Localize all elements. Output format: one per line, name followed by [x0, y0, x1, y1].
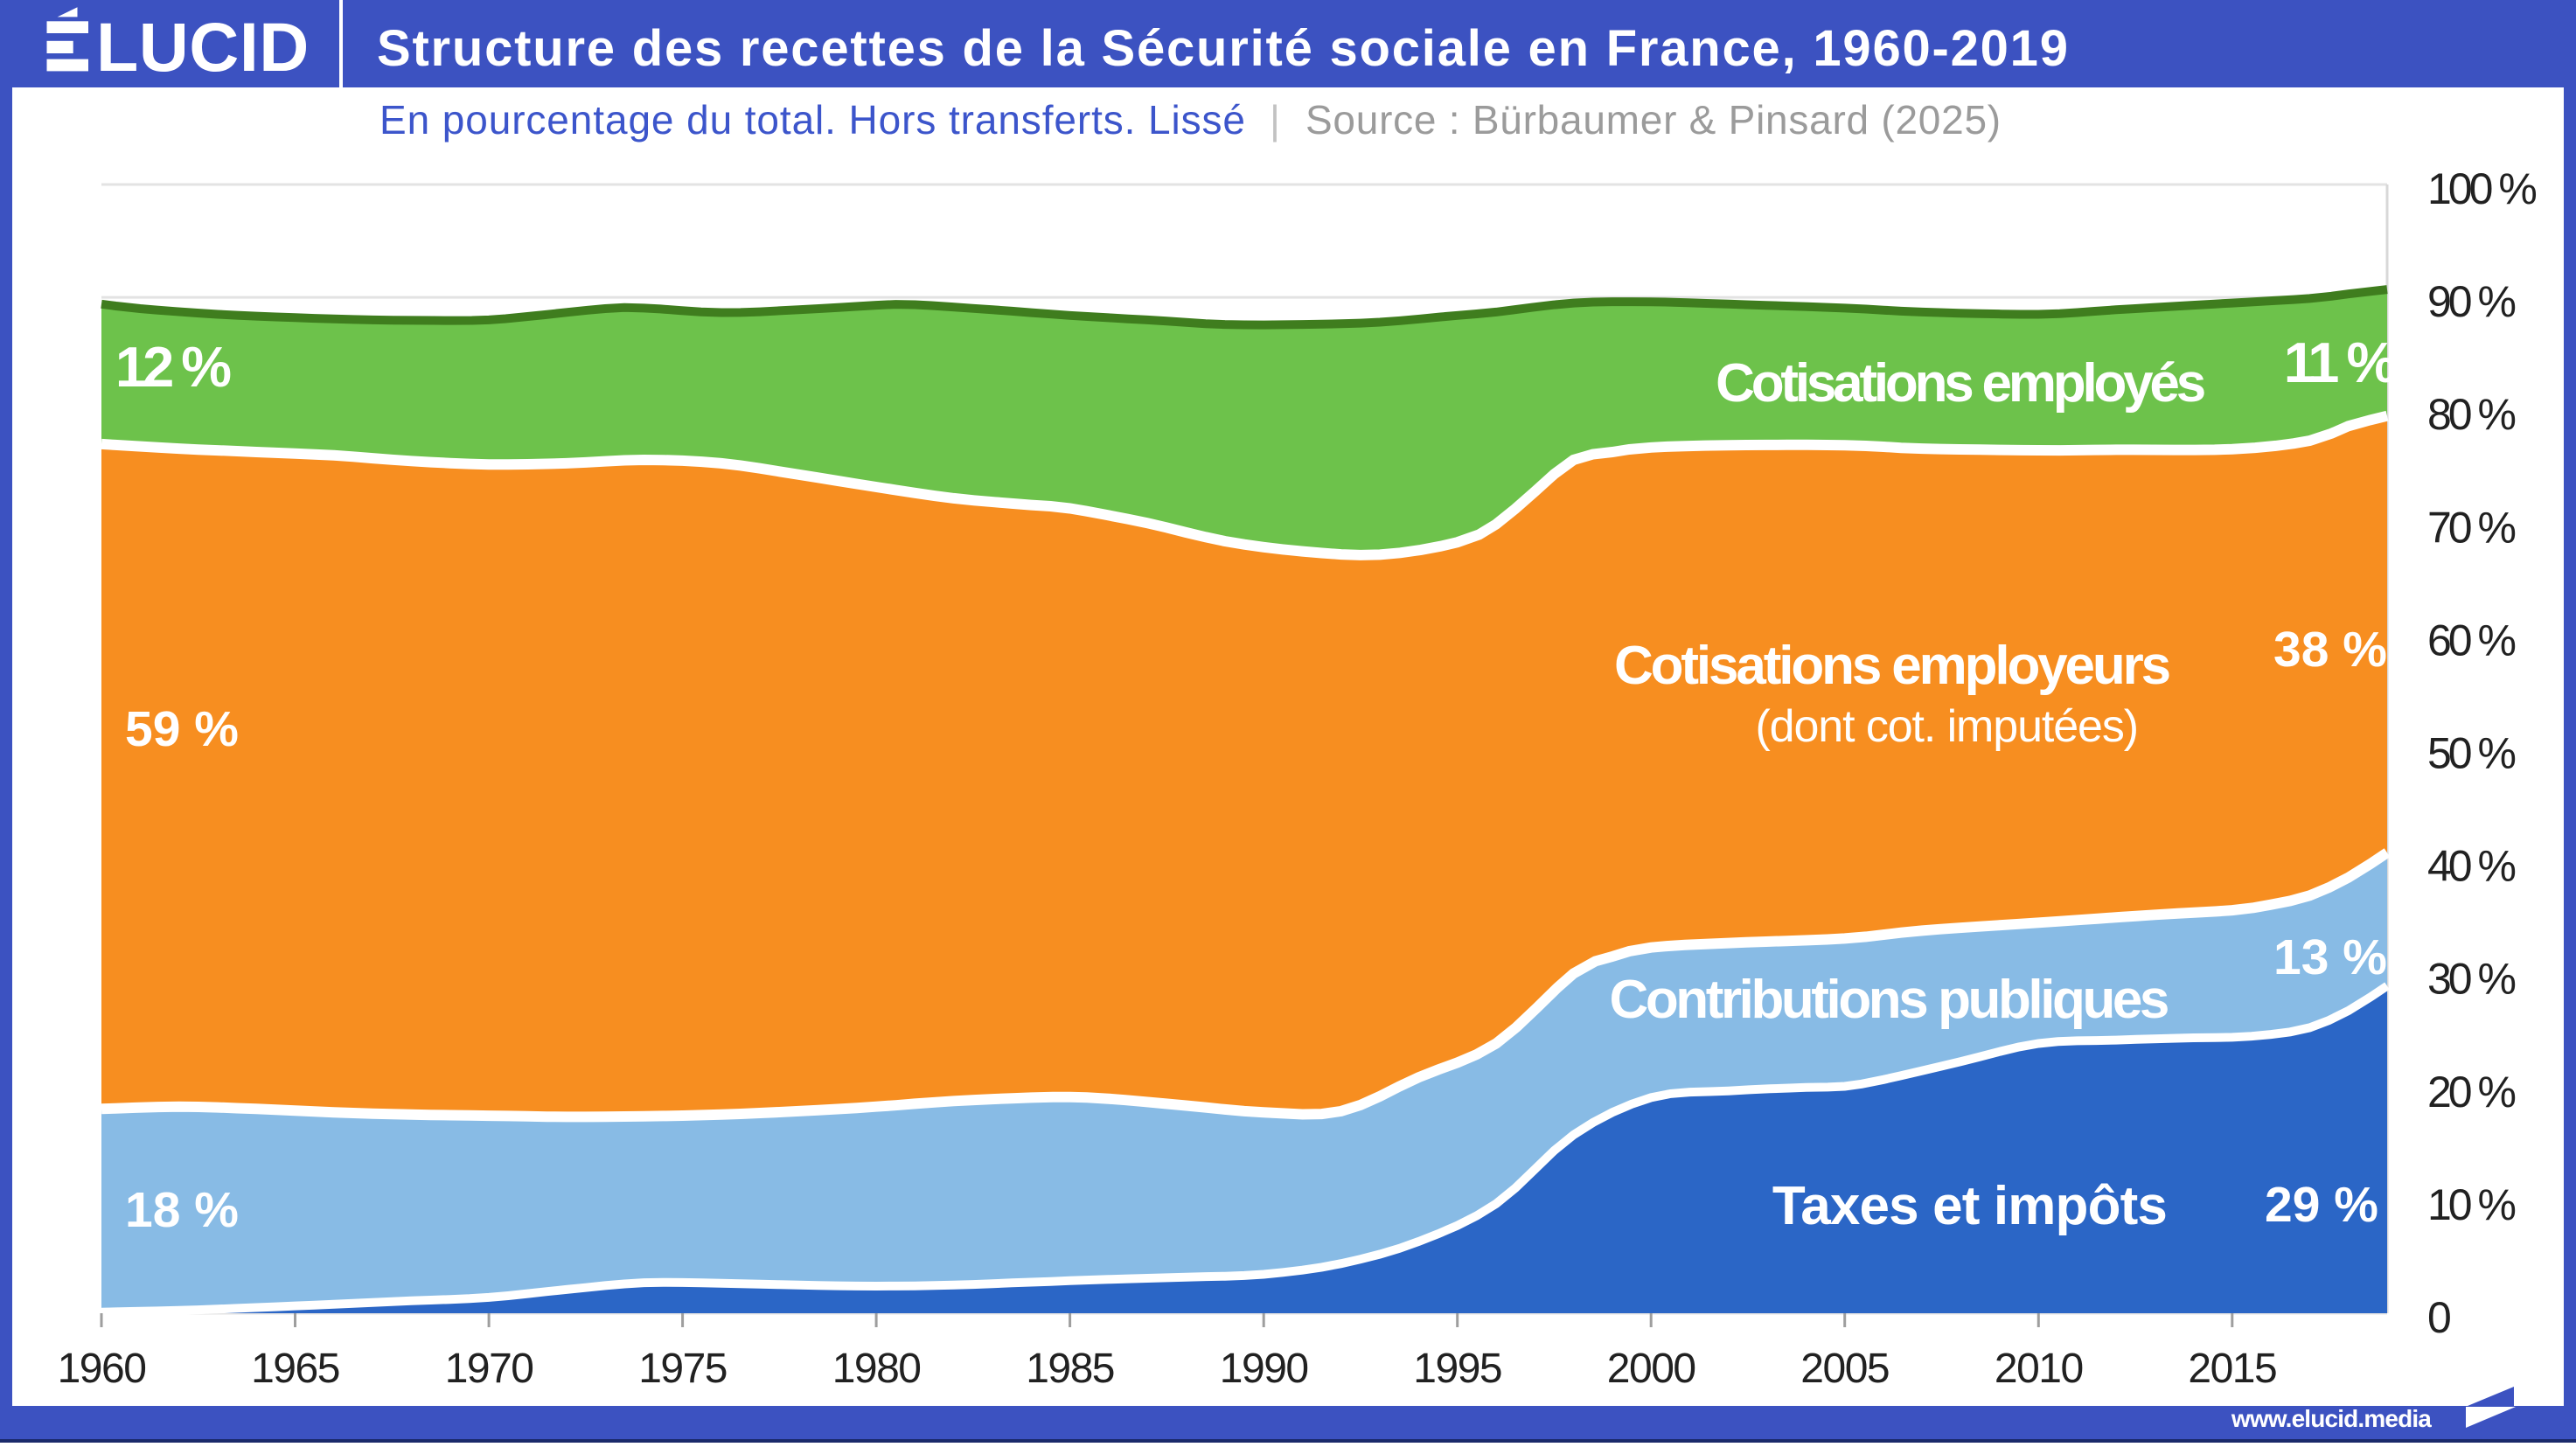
svg-text:2000: 2000 [1607, 1346, 1695, 1392]
svg-text:Cotisations employés: Cotisations employés [1716, 353, 2204, 414]
svg-text:18 %: 18 % [125, 1182, 239, 1238]
svg-text:Structure des recettes de la S: Structure des recettes de la Sécurité so… [377, 20, 2070, 77]
svg-text:11 %: 11 % [2284, 330, 2397, 394]
svg-text:10 %: 10 % [2427, 1180, 2516, 1229]
svg-text:38 %: 38 % [2273, 622, 2387, 678]
svg-text:1980: 1980 [832, 1346, 921, 1392]
svg-text:www.elucid.media: www.elucid.media [2231, 1405, 2432, 1432]
svg-text:|: | [1270, 97, 1280, 143]
svg-text:Source : Bürbaumer & Pinsard (: Source : Bürbaumer & Pinsard (2025) [1305, 97, 2002, 143]
svg-text:0: 0 [2427, 1293, 2450, 1342]
svg-text:2010: 2010 [1995, 1346, 2083, 1392]
svg-text:Contributions publiques: Contributions publiques [1610, 970, 2168, 1030]
svg-text:LUCID: LUCID [96, 8, 310, 86]
svg-text:80 %: 80 % [2427, 390, 2516, 439]
svg-text:1965: 1965 [251, 1346, 339, 1392]
svg-text:2005: 2005 [1800, 1346, 1889, 1392]
svg-text:50 %: 50 % [2427, 729, 2516, 778]
svg-text:60 %: 60 % [2427, 616, 2516, 664]
svg-text:20 %: 20 % [2427, 1068, 2516, 1117]
svg-text:1975: 1975 [638, 1346, 727, 1392]
svg-text:12 %: 12 % [115, 335, 231, 399]
svg-text:100 %: 100 % [2427, 164, 2536, 213]
svg-text:En pourcentage du total. Hors: En pourcentage du total. Hors transferts… [379, 97, 1246, 143]
svg-text:Taxes et impôts: Taxes et impôts [1772, 1176, 2167, 1236]
svg-text:Cotisations employeurs: Cotisations employeurs [1614, 636, 2169, 696]
svg-text:13 %: 13 % [2273, 929, 2387, 985]
svg-text:(dont cot. imputées): (dont cot. imputées) [1755, 701, 2138, 752]
svg-text:1985: 1985 [1026, 1346, 1114, 1392]
svg-text:59 %: 59 % [125, 701, 239, 757]
svg-text:1995: 1995 [1413, 1346, 1501, 1392]
svg-text:90 %: 90 % [2427, 277, 2516, 326]
svg-text:40 %: 40 % [2427, 842, 2516, 891]
svg-text:1990: 1990 [1220, 1346, 1308, 1392]
svg-text:2015: 2015 [2188, 1346, 2276, 1392]
svg-text:70 %: 70 % [2427, 503, 2516, 552]
svg-text:29 %: 29 % [2265, 1177, 2378, 1233]
svg-text:1970: 1970 [445, 1346, 533, 1392]
svg-text:1960: 1960 [58, 1346, 146, 1392]
svg-text:30 %: 30 % [2427, 955, 2516, 1004]
